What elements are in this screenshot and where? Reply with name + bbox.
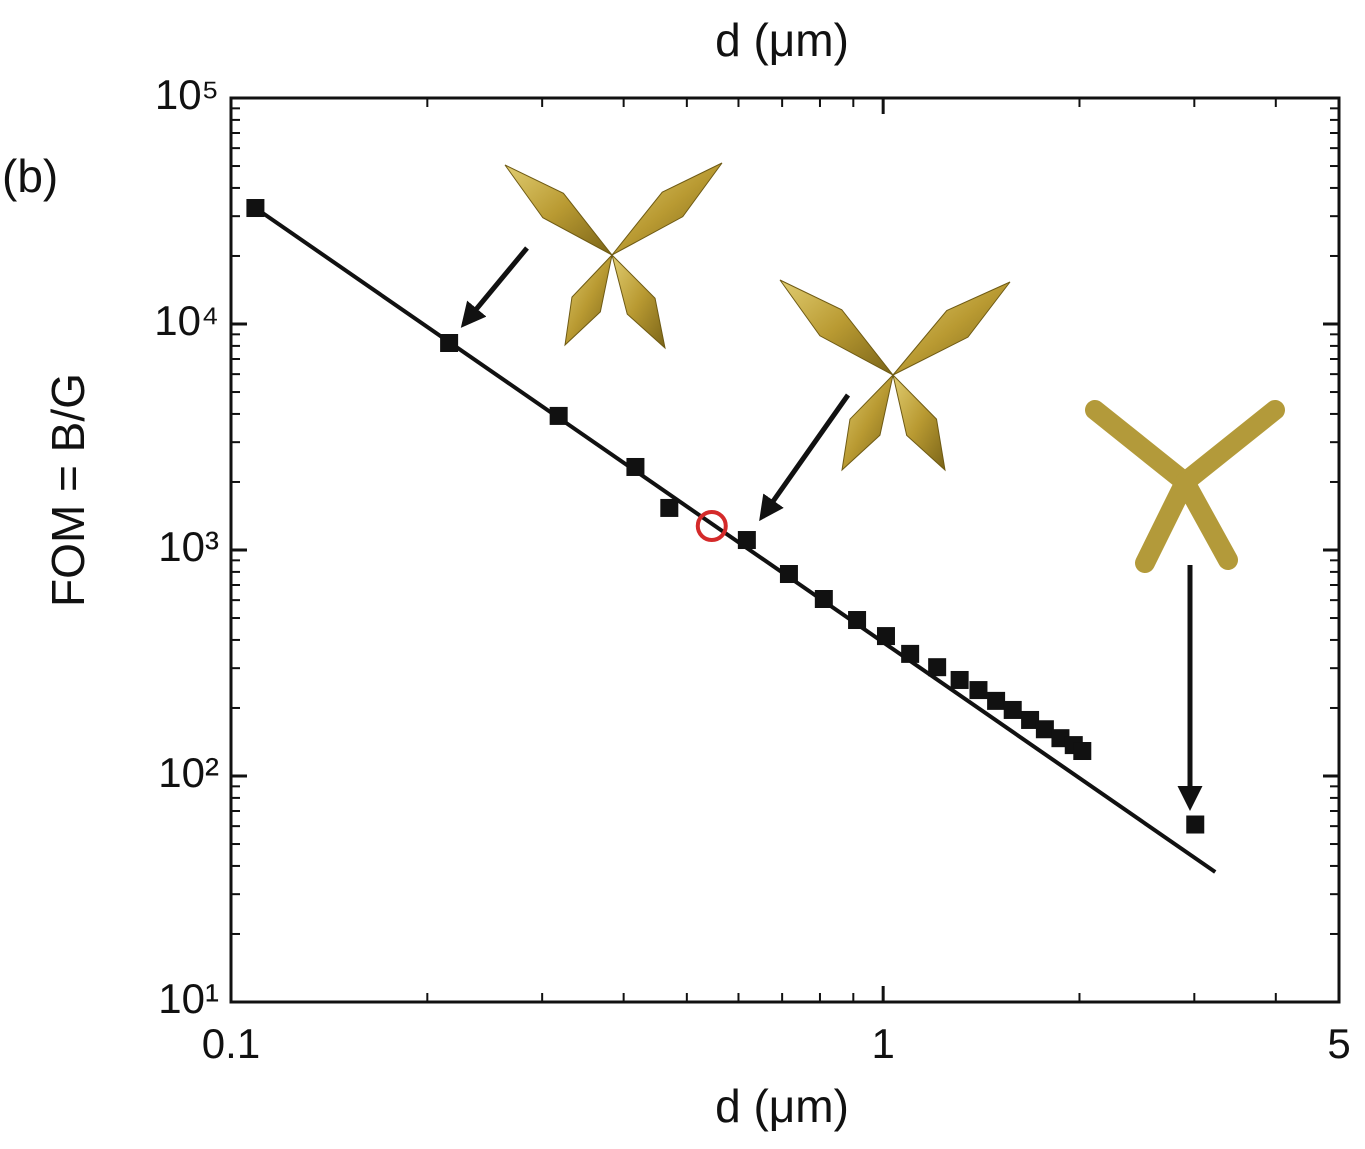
x-tick-label: 1 — [871, 1020, 894, 1067]
spike — [780, 280, 893, 375]
y-tick-label: 10² — [158, 749, 219, 796]
data-point — [969, 681, 987, 699]
data-point — [1036, 720, 1054, 738]
data-point — [660, 499, 678, 517]
plot-frame — [231, 98, 1339, 1002]
data-point — [1186, 816, 1204, 834]
spike — [612, 255, 665, 348]
x-tick-label: 0.1 — [202, 1020, 260, 1067]
spike — [505, 165, 612, 255]
spike — [612, 163, 722, 255]
arrow — [762, 395, 848, 517]
data-point — [951, 671, 969, 689]
data-point — [987, 692, 1005, 710]
fit-line — [255, 208, 1215, 872]
data-point — [780, 565, 798, 583]
panel-label: (b) — [2, 150, 58, 202]
illustrations — [505, 163, 1275, 563]
chart: (b) d (μm) d (μm) FOM = B/G 0.1 1 5 10¹ 10² 1… — [0, 0, 1365, 1144]
y-tick-label: 10⁵ — [155, 71, 219, 118]
rod — [1185, 482, 1228, 560]
data-point — [815, 590, 833, 608]
data-point — [440, 334, 458, 352]
spike — [565, 255, 612, 345]
data-point — [626, 458, 644, 476]
rod — [1095, 410, 1185, 482]
data-point — [246, 199, 264, 217]
spike — [842, 375, 893, 470]
data-point — [877, 627, 895, 645]
y-tick-label: 10³ — [158, 523, 219, 570]
data-point — [928, 658, 946, 676]
y-tick-label: 10⁴ — [154, 297, 219, 344]
data-point — [1073, 742, 1091, 760]
y-axis-label: FOM = B/G — [42, 373, 94, 607]
rod — [1185, 410, 1275, 482]
data-point — [901, 645, 919, 663]
data-point — [1004, 701, 1022, 719]
data-point — [738, 531, 756, 549]
rod — [1145, 482, 1185, 563]
top-axis-label: d (μm) — [715, 14, 849, 66]
data-point — [848, 611, 866, 629]
data-point — [550, 407, 568, 425]
x-tick-label: 5 — [1327, 1020, 1350, 1067]
spike — [893, 375, 945, 470]
spike — [893, 282, 1010, 375]
y-tick-label: 10¹ — [158, 975, 219, 1022]
arrow — [464, 248, 527, 324]
x-axis-label: d (μm) — [715, 1080, 849, 1132]
